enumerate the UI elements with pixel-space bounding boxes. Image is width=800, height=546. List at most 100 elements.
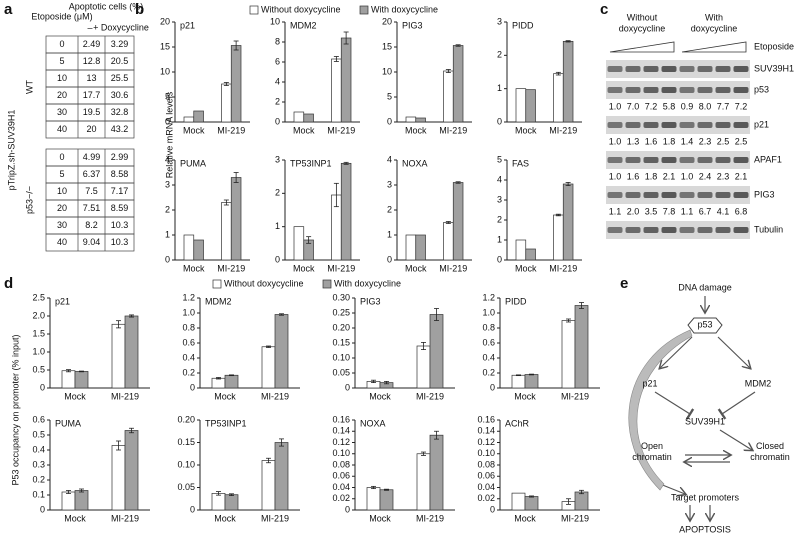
quantification: 1.0 bbox=[609, 171, 622, 181]
error-bar bbox=[79, 370, 84, 373]
error-bar bbox=[233, 40, 239, 51]
y-tick-label: 4 bbox=[387, 154, 392, 164]
y-tick-label: 0.10 bbox=[177, 459, 195, 469]
blot-band bbox=[697, 227, 713, 233]
y-tick-label: 5 bbox=[165, 91, 170, 101]
y-axis-label: Relative mRNA levels bbox=[164, 91, 174, 178]
quantification: 1.8 bbox=[663, 136, 676, 146]
subplot-title: PIDD bbox=[512, 20, 534, 30]
table-cell: 10 bbox=[57, 186, 67, 196]
blot-band bbox=[697, 122, 713, 128]
y-tick-label: 0.5 bbox=[32, 429, 45, 439]
y-tick-label: 0.1 bbox=[32, 489, 45, 499]
subplot-title: NOXA bbox=[402, 158, 428, 168]
y-tick-label: 0 bbox=[40, 382, 45, 392]
bar bbox=[230, 45, 242, 123]
table-cell: 20 bbox=[57, 90, 67, 100]
quantification: 1.6 bbox=[645, 136, 658, 146]
y-tick-label: 0.4 bbox=[182, 352, 195, 362]
diagram-node: DNA damage bbox=[678, 282, 732, 292]
y-tick-label: 0 bbox=[190, 504, 195, 514]
bar bbox=[211, 493, 226, 511]
quantification: 2.0 bbox=[627, 206, 640, 216]
y-tick-label: 0.16 bbox=[332, 414, 350, 424]
y-tick-label: 20 bbox=[382, 16, 392, 26]
y-tick-label: 1 bbox=[275, 221, 280, 231]
quantification: 2.5 bbox=[735, 136, 748, 146]
quantification: 1.6 bbox=[627, 171, 640, 181]
y-tick-label: 0 bbox=[190, 382, 195, 392]
table-cell: 8.2 bbox=[85, 220, 98, 230]
y-tick-label: 1 bbox=[165, 229, 170, 239]
blot-band bbox=[679, 122, 695, 128]
quantification: 2.5 bbox=[717, 136, 730, 146]
blot-band bbox=[733, 66, 749, 72]
error-bar bbox=[66, 490, 71, 494]
diagram-node: MDM2 bbox=[745, 378, 772, 388]
quantification: 6.7 bbox=[699, 206, 712, 216]
quantification: 2.3 bbox=[699, 136, 712, 146]
subplot-title: PIG3 bbox=[402, 20, 423, 30]
y-tick-label: 0.3 bbox=[32, 459, 45, 469]
bar bbox=[124, 315, 139, 389]
diagram-node: p21 bbox=[642, 378, 657, 388]
bar bbox=[224, 494, 239, 511]
blot-label: p21 bbox=[754, 119, 769, 129]
bar bbox=[574, 491, 589, 511]
error-bar bbox=[384, 380, 389, 385]
y-tick-label: 2 bbox=[387, 204, 392, 214]
x-tick-label: MI-219 bbox=[561, 513, 589, 523]
x-tick-label: Mock bbox=[293, 125, 315, 135]
legend-swatch bbox=[212, 279, 222, 289]
table-cell: 20 bbox=[57, 203, 67, 213]
error-bar bbox=[66, 369, 71, 373]
diagram-node: p53 bbox=[697, 319, 712, 329]
x-tick-label: MI-219 bbox=[549, 125, 577, 135]
error-bar bbox=[529, 495, 534, 498]
y-tick-label: 1.0 bbox=[482, 307, 495, 317]
error-bar bbox=[343, 161, 349, 165]
error-bar bbox=[565, 40, 571, 43]
error-bar bbox=[223, 82, 229, 86]
quantification: 6.8 bbox=[735, 206, 748, 216]
x-tick-label: Mock bbox=[183, 125, 205, 135]
y-tick-label: 0.2 bbox=[482, 367, 495, 377]
y-tick-label: 1.0 bbox=[32, 346, 45, 356]
table-cell: 30 bbox=[57, 220, 67, 230]
column-header: + Doxycycline bbox=[93, 22, 149, 32]
wedge bbox=[681, 41, 747, 53]
y-tick-label: 0.8 bbox=[182, 322, 195, 332]
y-tick-label: 15 bbox=[160, 41, 170, 51]
blot-band bbox=[643, 157, 659, 163]
bar bbox=[452, 182, 464, 261]
table-cell: 43.2 bbox=[111, 124, 129, 134]
bar bbox=[561, 320, 576, 389]
y-tick-label: 1 bbox=[497, 83, 502, 93]
legend-label: With doxycycline bbox=[371, 4, 438, 14]
y-tick-label: 0 bbox=[490, 382, 495, 392]
x-tick-label: MI-219 bbox=[439, 125, 467, 135]
x-tick-label: Mock bbox=[369, 391, 391, 401]
quantification: 1.8 bbox=[645, 171, 658, 181]
table-cell: 30.6 bbox=[111, 90, 129, 100]
y-tick-label: 0.15 bbox=[332, 337, 350, 347]
diagram-node: Closed bbox=[756, 441, 784, 451]
bar bbox=[111, 445, 126, 511]
blot-strip bbox=[606, 81, 750, 99]
row-group-label: p53−/− bbox=[24, 186, 34, 214]
x-tick-label: MI-219 bbox=[416, 391, 444, 401]
bar bbox=[511, 374, 526, 389]
quantification: 7.2 bbox=[645, 101, 658, 111]
bar bbox=[515, 88, 527, 123]
y-tick-label: 0.6 bbox=[482, 337, 495, 347]
error-bar bbox=[529, 373, 534, 376]
y-tick-label: 2 bbox=[497, 50, 502, 60]
bar bbox=[553, 73, 564, 123]
error-bar bbox=[579, 489, 584, 495]
blot-band bbox=[679, 87, 695, 93]
x-tick-label: Mock bbox=[405, 263, 427, 273]
y-tick-label: 2 bbox=[275, 96, 280, 106]
x-tick-label: MI-219 bbox=[111, 391, 139, 401]
bar bbox=[111, 323, 126, 389]
table-cell: 10 bbox=[57, 73, 67, 83]
